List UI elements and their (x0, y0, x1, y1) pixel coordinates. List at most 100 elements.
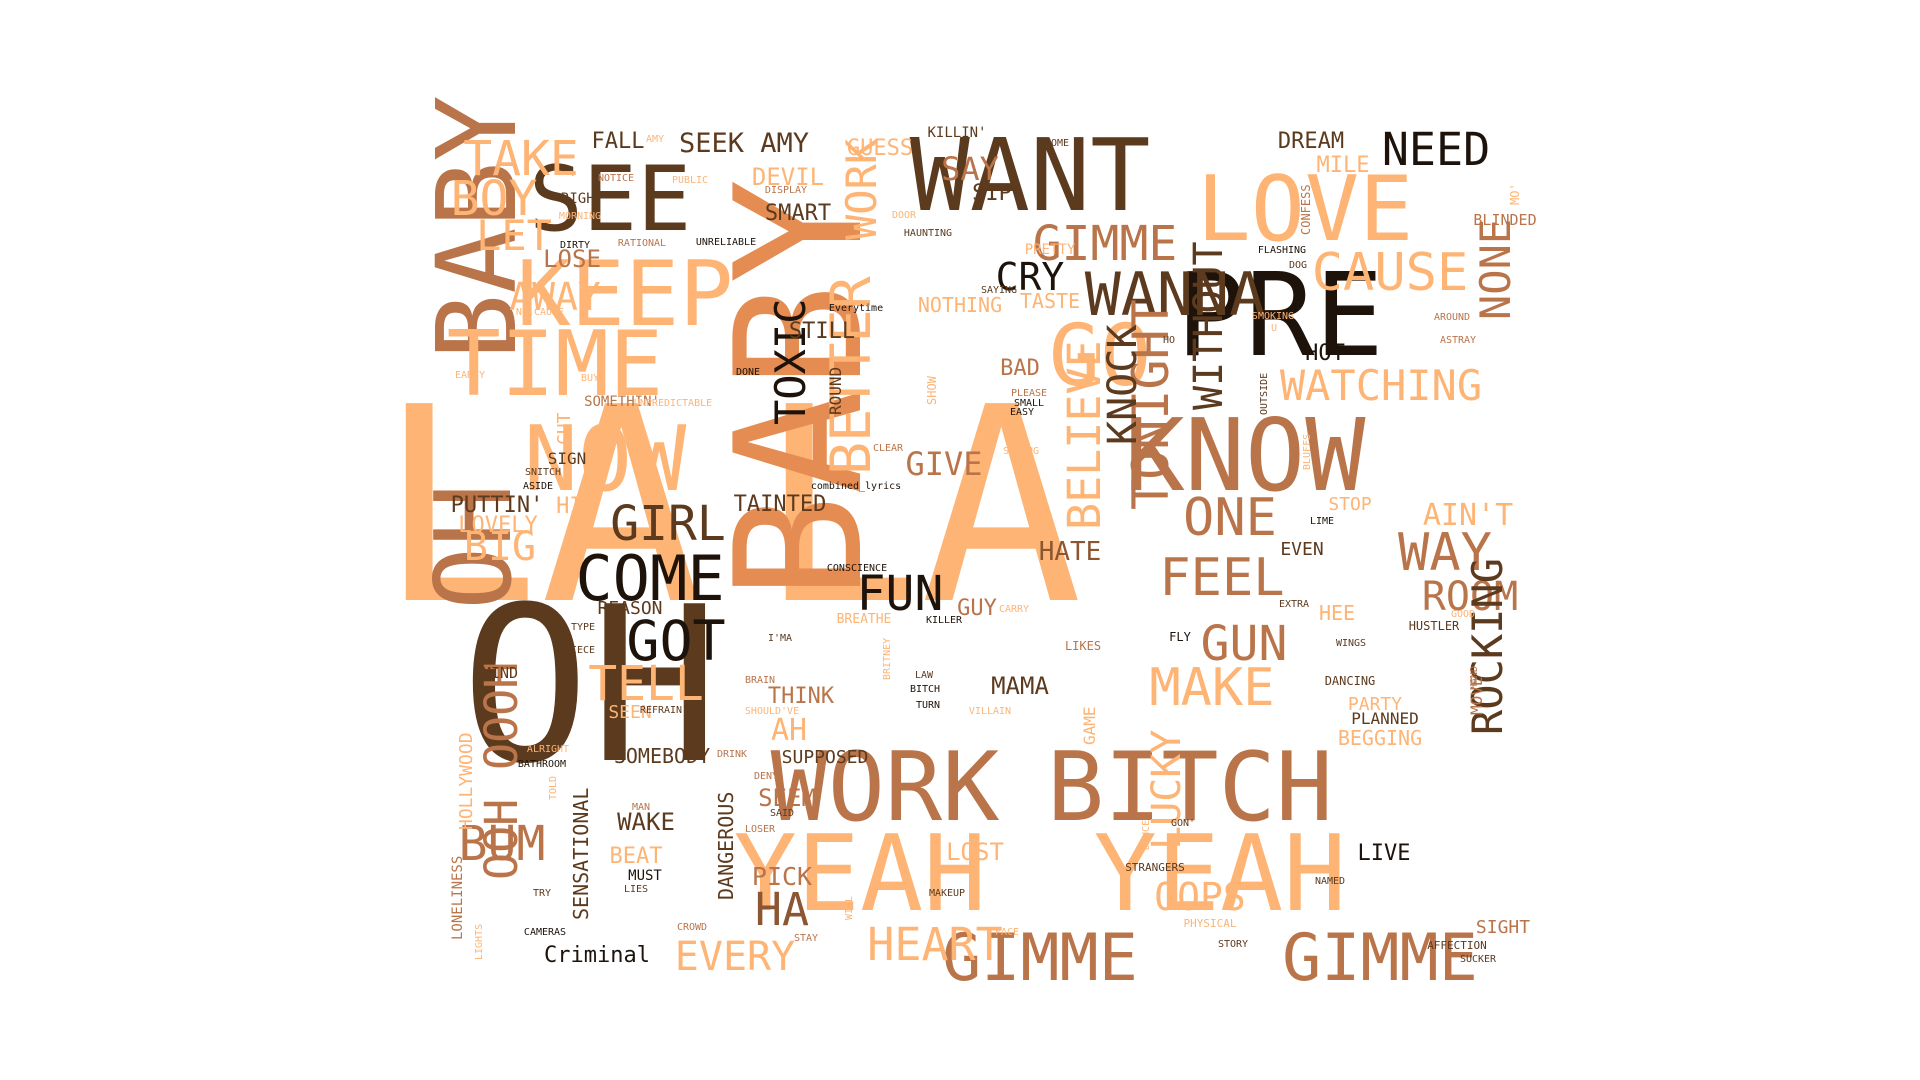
word: NONE (1471, 219, 1520, 320)
word: SUPPOSED (782, 747, 869, 768)
word: TYPE (571, 622, 595, 633)
word: WORK (771, 733, 1000, 843)
word: SMOKING (1252, 311, 1294, 322)
word: ONE (1183, 488, 1277, 548)
word: DOOR (892, 210, 917, 221)
word: TASTE (1020, 289, 1080, 313)
word: UNPREDICTABLE (634, 398, 712, 409)
word: BRAIN (745, 675, 775, 686)
word: OOOH (475, 662, 528, 770)
word: MOVE (1467, 676, 1486, 715)
word: SUCKER (1460, 954, 1497, 965)
word: KEEP (517, 242, 734, 347)
word: SHOULD'VE (745, 706, 799, 717)
word: ASIDE (523, 481, 553, 492)
word: BABY (699, 179, 902, 600)
word: CROWD (677, 922, 707, 933)
word: ALRIGHT (527, 744, 569, 755)
word: WITHOUT (1186, 241, 1232, 410)
word: STAY (794, 933, 818, 944)
word: NOTHING (918, 293, 1002, 317)
word: NOTICE (598, 173, 634, 184)
word: STOP (1328, 494, 1372, 515)
word: GIRL (610, 496, 726, 552)
word: FEEL (1159, 548, 1284, 608)
word: MAKEUP (929, 888, 965, 899)
word: EVERY (675, 934, 795, 980)
word: LOVELY (458, 513, 537, 538)
word: UNRELIABLE (696, 237, 756, 248)
word: TRY (533, 888, 551, 899)
word: HAUNTING (904, 228, 952, 239)
word: LA (377, 349, 702, 664)
word: SOMEBODY (614, 744, 710, 768)
word: AWAY (509, 275, 601, 319)
word: TOLD (548, 776, 559, 800)
word: VILLAIN (969, 706, 1011, 717)
word: HOT (1305, 341, 1345, 366)
word: DRINK (717, 749, 747, 760)
word: AH (771, 713, 807, 748)
word: SHOW (925, 375, 939, 405)
word: LIES (624, 884, 648, 895)
word: AFFECTION (1427, 939, 1487, 952)
word: TURN (916, 700, 940, 711)
word: LIVE (1358, 841, 1411, 866)
word: SAID (770, 808, 794, 819)
word: WILL (844, 896, 855, 920)
word: SIP (972, 181, 1012, 206)
word: REASON (597, 598, 662, 619)
word: Criminal (544, 943, 650, 968)
word: BLUFFS (1302, 434, 1313, 470)
word: AROUND (1434, 312, 1470, 323)
word: HOLLYWOOD (456, 732, 477, 830)
word: PICK (752, 862, 812, 891)
word: FALL (592, 129, 645, 154)
word: STRONG (1003, 446, 1039, 457)
word: ROCKING (1463, 558, 1512, 735)
word: LUCKY (1144, 730, 1190, 850)
word: BELIEVE (1058, 340, 1111, 530)
word: BETTER (819, 275, 883, 475)
word: PUTTIN' (451, 493, 544, 518)
word: DENY (754, 771, 778, 782)
word: HUSTLER (1409, 619, 1460, 633)
word: HEE (1319, 601, 1355, 625)
word: PLANNED (1351, 709, 1418, 728)
word: KNOW (1125, 397, 1367, 514)
word: HOME (1045, 138, 1069, 149)
word: WAY (1398, 523, 1492, 583)
word: CONFESS (1299, 184, 1313, 235)
word: BABY (413, 95, 541, 360)
word: CAUSE (1312, 243, 1469, 303)
word: WATCHING (1280, 361, 1482, 410)
word: OOPS (1154, 875, 1246, 919)
word: RATIONAL (618, 238, 666, 249)
word: HAND (1469, 666, 1480, 690)
word: EVEN (1280, 539, 1323, 560)
word: MO' (1508, 183, 1522, 205)
word: BEGGING (1338, 726, 1422, 750)
word: AMY (646, 134, 664, 145)
word: Everytime (829, 303, 883, 314)
word: LA (757, 349, 1082, 664)
word: OH (413, 484, 535, 610)
word: OUTSIDE (1259, 373, 1270, 415)
word: PIECE (565, 645, 595, 656)
word: WANT (910, 117, 1151, 234)
word: PRETTY (1025, 242, 1076, 258)
word: FUN (857, 566, 944, 622)
word: REFRAIN (640, 705, 682, 716)
word: MILE (1317, 153, 1370, 178)
word: GIMME (1033, 216, 1178, 272)
word: LAW (915, 670, 934, 681)
word: BUM (459, 816, 546, 872)
word: THINK (768, 684, 835, 709)
word: PARTY (1348, 694, 1402, 715)
word: LIKES (1065, 639, 1101, 653)
word: FACE (995, 927, 1019, 938)
word: CARRY (999, 604, 1029, 615)
word: SEEN (608, 702, 651, 723)
